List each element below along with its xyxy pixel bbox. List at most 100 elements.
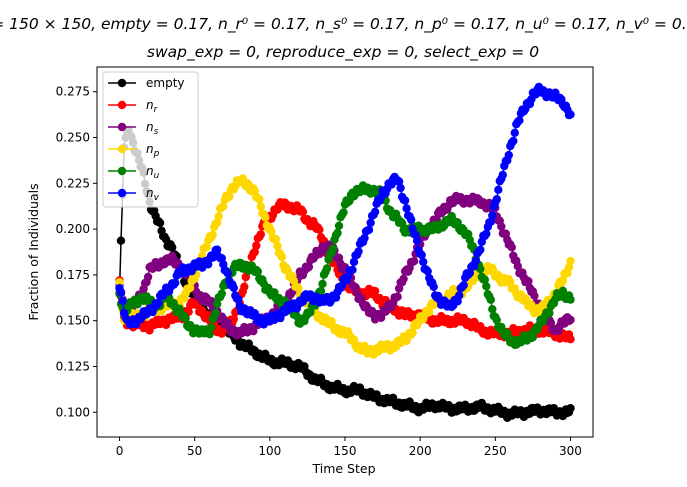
legend-label-main: n — [146, 164, 154, 178]
series-n-v — [115, 82, 575, 329]
data-point — [396, 183, 405, 193]
legend-label-main: empty — [146, 76, 185, 90]
data-point — [366, 218, 375, 227]
data-point — [566, 315, 575, 325]
data-point — [488, 211, 497, 220]
legend-marker — [117, 188, 127, 198]
data-point — [471, 256, 480, 266]
data-point — [273, 241, 282, 251]
data-point — [277, 252, 287, 262]
data-point — [339, 208, 348, 217]
data-point — [208, 230, 217, 239]
data-point — [213, 218, 222, 228]
y-tick-label: 0.200 — [56, 222, 90, 236]
data-point — [399, 274, 408, 283]
data-point — [304, 262, 314, 272]
data-point — [217, 289, 226, 298]
data-point — [322, 264, 332, 273]
x-axis: 0 50 100 150 200 250 300 — [116, 437, 582, 458]
data-point — [219, 202, 228, 211]
y-tick-label: 0.175 — [56, 268, 90, 282]
data-point — [406, 215, 416, 224]
legend-label-main: n — [146, 98, 154, 112]
data-point — [498, 170, 507, 180]
data-point — [229, 314, 238, 324]
legend-marker — [117, 122, 127, 132]
data-point — [253, 267, 262, 276]
data-point — [393, 292, 402, 301]
legend-entry: nr — [108, 98, 159, 115]
y-tick-label: 0.150 — [56, 314, 90, 328]
data-point — [213, 245, 222, 254]
legend-label-main: n — [146, 120, 154, 134]
data-point — [261, 213, 270, 222]
legend-entry: empty — [108, 76, 185, 90]
x-tick-label: 150 — [334, 444, 357, 458]
data-point — [510, 128, 519, 137]
legend-entry: ns — [108, 120, 159, 137]
y-tick-label: 0.100 — [56, 405, 90, 419]
data-point — [370, 286, 380, 296]
data-point — [429, 282, 438, 291]
data-point — [328, 244, 338, 253]
legend-label-main: n — [146, 142, 154, 156]
plot-area — [96, 66, 594, 438]
legend-label-sub: p — [153, 149, 160, 159]
data-point — [223, 269, 232, 278]
data-point — [334, 221, 344, 230]
data-point — [453, 218, 462, 227]
data-point — [213, 299, 222, 309]
data-point — [566, 110, 575, 119]
data-point — [225, 192, 234, 201]
x-axis-label: Time Step — [311, 461, 375, 476]
data-point — [400, 196, 410, 205]
data-point — [115, 278, 124, 287]
data-point — [402, 204, 411, 213]
chart-title-line2: swap_exp = 0, reproduce_exp = 0, select_… — [147, 43, 539, 62]
y-tick-label: 0.225 — [56, 176, 90, 190]
data-point — [229, 283, 238, 293]
data-point — [506, 277, 515, 287]
data-point — [360, 233, 369, 243]
data-point — [256, 202, 265, 211]
legend-marker — [117, 78, 127, 88]
data-point — [333, 228, 342, 238]
data-point — [348, 265, 357, 274]
data-point — [482, 282, 491, 291]
y-axis-label: Fraction of Individuals — [26, 183, 41, 320]
chart-title-line1: N = 150 × 150, empty = 0.17, n_r⁰ = 0.17… — [0, 15, 687, 34]
legend-label: nu — [146, 164, 160, 181]
data-point — [566, 256, 575, 266]
series-layer — [115, 82, 575, 422]
legend-label: np — [146, 142, 160, 159]
legend-marker — [117, 166, 127, 176]
legend-entry: nu — [108, 164, 160, 181]
data-point — [482, 229, 491, 238]
data-point — [202, 242, 211, 252]
data-point — [488, 305, 497, 314]
data-point — [524, 277, 533, 286]
legend-label-sub: s — [154, 127, 159, 137]
data-point — [492, 315, 501, 325]
data-point — [294, 284, 303, 293]
data-point — [349, 257, 359, 267]
data-point — [168, 243, 177, 252]
data-point — [564, 263, 574, 272]
legend-label-main: n — [146, 186, 154, 200]
legend-marker — [117, 144, 127, 154]
data-point — [234, 295, 243, 304]
data-point — [252, 241, 261, 250]
data-point — [423, 267, 432, 276]
y-tick-label: 0.275 — [56, 85, 90, 99]
data-point — [545, 308, 554, 318]
data-point — [255, 194, 264, 204]
x-tick-label: 250 — [484, 444, 507, 458]
data-point — [419, 257, 428, 267]
data-point — [480, 275, 489, 284]
data-point — [240, 282, 249, 291]
data-point — [425, 307, 434, 317]
data-point — [118, 296, 127, 305]
data-point — [205, 330, 214, 339]
